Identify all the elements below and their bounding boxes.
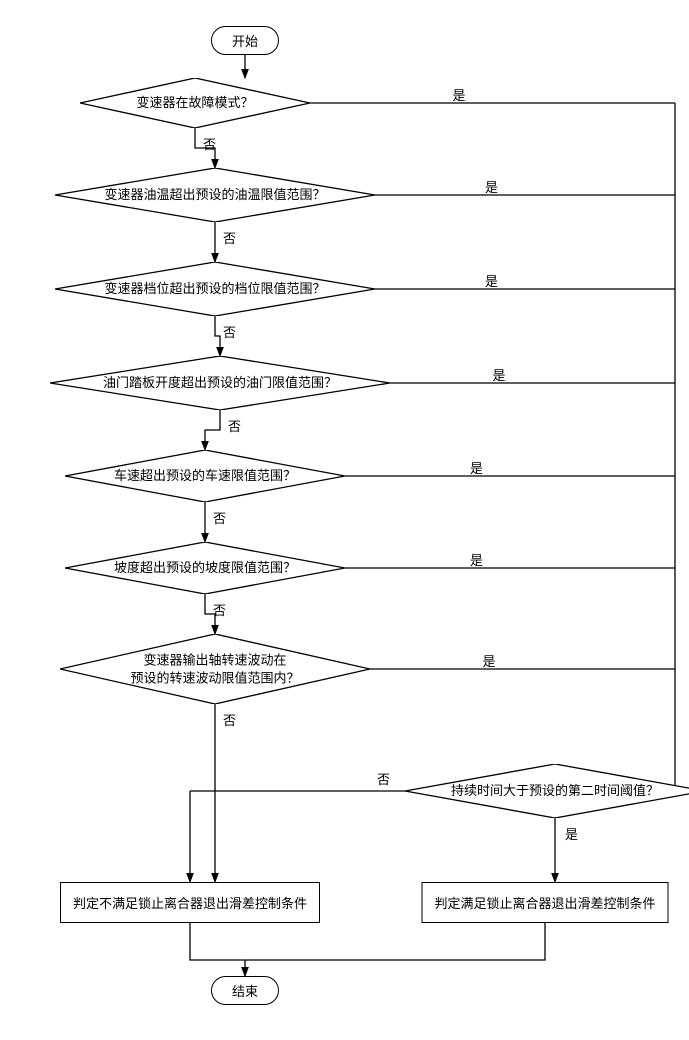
decision-d5-label: 车速超出预设的车速限值范围？ [114,467,296,485]
decision-d4-label: 油门踏板开度超出预设的油门限值范围？ [103,374,337,392]
decision-d7-label: 变速器输出轴转速波动在预设的转速波动限值范围内？ [130,651,299,686]
no-label-d6: 否 [213,600,226,619]
yes-label-d4: 是 [493,365,506,384]
yes-label-d6: 是 [470,550,483,569]
no-label-d8: 否 [377,769,390,788]
terminal-end: 结束 [211,976,279,1005]
process-no: 判定不满足锁止离合器退出滑差控制条件 [60,882,320,923]
decision-d4: 油门踏板开度超出预设的油门限值范围？ [50,356,390,410]
decision-d6: 坡度超出预设的坡度限值范围？ [65,542,345,594]
decision-d2: 变速器油温超出预设的油温限值范围？ [55,168,375,222]
yes-label-d1: 是 [453,85,466,104]
decision-d8-label: 持续时间大于预设的第二时间阈值？ [451,782,659,800]
yes-label-d7: 是 [483,651,496,670]
decision-d7: 变速器输出轴转速波动在预设的转速波动限值范围内？ [60,634,370,704]
decision-d3: 变速器档位超出预设的档位限值范围？ [55,262,375,316]
decision-d5: 车速超出预设的车速限值范围？ [65,450,345,502]
yes-label-d8: 是 [565,824,578,843]
decision-d8: 持续时间大于预设的第二时间阈值？ [405,764,689,818]
yes-label-d5: 是 [470,458,483,477]
decision-d1-label: 变速器在故障模式？ [136,94,253,112]
no-label-d3: 否 [223,322,236,341]
yes-label-d2: 是 [485,177,498,196]
no-label-d4: 否 [228,416,241,435]
decision-d2-label: 变速器油温超出预设的油温限值范围？ [104,186,325,204]
terminal-start: 开始 [211,26,279,55]
decision-d1: 变速器在故障模式？ [80,78,310,128]
process-yes: 判定满足锁止离合器退出滑差控制条件 [421,882,668,923]
no-label-d7: 否 [223,710,236,729]
decision-d6-label: 坡度超出预设的坡度限值范围？ [114,559,296,577]
decision-d3-label: 变速器档位超出预设的档位限值范围？ [104,280,325,298]
no-label-d5: 否 [213,508,226,527]
no-label-d1: 否 [203,134,216,153]
yes-label-d3: 是 [485,271,498,290]
no-label-d2: 否 [223,228,236,247]
